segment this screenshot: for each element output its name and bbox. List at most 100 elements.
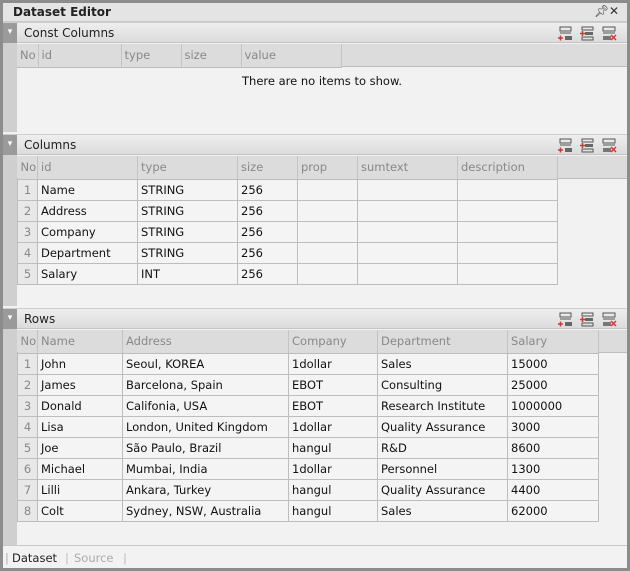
- table-cell[interactable]: 1: [17, 179, 38, 201]
- column-header[interactable]: size: [181, 44, 242, 68]
- table-cell[interactable]: [297, 263, 358, 285]
- table-cell[interactable]: Ankara, Turkey: [122, 479, 289, 501]
- table-cell[interactable]: Barcelona, Spain: [122, 374, 289, 396]
- table-cell[interactable]: [457, 263, 558, 285]
- table-cell[interactable]: 25000: [507, 374, 599, 396]
- table-cell[interactable]: [297, 221, 358, 243]
- table-cell[interactable]: hangul: [288, 479, 378, 501]
- column-header[interactable]: Name: [37, 330, 123, 354]
- table-cell[interactable]: INT: [137, 263, 238, 285]
- table-cell[interactable]: Seoul, KOREA: [122, 353, 289, 375]
- table-cell[interactable]: 8600: [507, 437, 599, 459]
- table-row[interactable]: 5 Joe São Paulo, Brazil hangul R&D 8600: [17, 437, 599, 459]
- table-cell[interactable]: Mumbai, India: [122, 458, 289, 480]
- table-cell[interactable]: Michael: [37, 458, 123, 480]
- insert-row-icon[interactable]: [579, 312, 595, 327]
- table-cell[interactable]: Sales: [377, 500, 508, 522]
- table-cell[interactable]: Company: [37, 221, 138, 243]
- column-header[interactable]: value: [241, 44, 342, 68]
- table-cell[interactable]: 256: [237, 179, 298, 201]
- table-cell[interactable]: 6: [17, 458, 38, 480]
- table-cell[interactable]: Donald: [37, 395, 123, 417]
- table-cell[interactable]: [457, 221, 558, 243]
- table-cell[interactable]: Lisa: [37, 416, 123, 438]
- table-cell[interactable]: Research Institute: [377, 395, 508, 417]
- table-cell[interactable]: 8: [17, 500, 38, 522]
- pin-icon[interactable]: 📌︎: [594, 4, 610, 18]
- table-cell[interactable]: Sydney, NSW, Australia: [122, 500, 289, 522]
- table-row[interactable]: 4 Lisa London, United Kingdom 1dollar Qualit…: [17, 416, 599, 438]
- table-cell[interactable]: 5: [17, 263, 38, 285]
- table-cell[interactable]: Lilli: [37, 479, 123, 501]
- table-cell[interactable]: hangul: [288, 437, 378, 459]
- table-cell[interactable]: 1: [17, 353, 38, 375]
- table-row[interactable]: 3 Company STRING 256: [17, 221, 558, 243]
- table-cell[interactable]: [457, 242, 558, 264]
- column-header[interactable]: Company: [288, 330, 378, 354]
- table-cell[interactable]: 1300: [507, 458, 599, 480]
- add-row-icon[interactable]: [557, 138, 573, 153]
- table-cell[interactable]: 256: [237, 263, 298, 285]
- table-cell[interactable]: [357, 221, 458, 243]
- table-row[interactable]: 8 Colt Sydney, NSW, Australia hangul Sales 62…: [17, 500, 599, 522]
- table-cell[interactable]: [457, 179, 558, 201]
- table-cell[interactable]: [357, 242, 458, 264]
- insert-row-icon[interactable]: [579, 26, 595, 41]
- table-cell[interactable]: 4: [17, 242, 38, 264]
- table-cell[interactable]: 4400: [507, 479, 599, 501]
- table-cell[interactable]: [297, 242, 358, 264]
- table-cell[interactable]: 3000: [507, 416, 599, 438]
- table-row[interactable]: 2 James Barcelona, Spain EBOT Consulting 2500…: [17, 374, 599, 396]
- table-row[interactable]: 1 John Seoul, KOREA 1dollar Sales 15000: [17, 353, 599, 375]
- table-cell[interactable]: Joe: [37, 437, 123, 459]
- table-cell[interactable]: Quality Assurance: [377, 479, 508, 501]
- delete-row-icon[interactable]: [601, 312, 617, 327]
- collapse-icon[interactable]: ▾: [3, 309, 17, 330]
- column-header[interactable]: Address: [122, 330, 289, 354]
- insert-row-icon[interactable]: [579, 138, 595, 153]
- table-cell[interactable]: 2: [17, 200, 38, 222]
- table-row[interactable]: 3 Donald Califonia, USA EBOT Research Instit…: [17, 395, 599, 417]
- table-row[interactable]: 2 Address STRING 256: [17, 200, 558, 222]
- table-cell[interactable]: 256: [237, 242, 298, 264]
- table-cell[interactable]: 256: [237, 200, 298, 222]
- table-cell[interactable]: Salary: [37, 263, 138, 285]
- add-row-icon[interactable]: [557, 312, 573, 327]
- column-header[interactable]: No: [17, 44, 39, 68]
- table-cell[interactable]: 7: [17, 479, 38, 501]
- table-cell[interactable]: Consulting: [377, 374, 508, 396]
- table-cell[interactable]: Name: [37, 179, 138, 201]
- column-header[interactable]: type: [137, 156, 238, 180]
- table-cell[interactable]: STRING: [137, 200, 238, 222]
- delete-row-icon[interactable]: [601, 138, 617, 153]
- column-header[interactable]: Salary: [507, 330, 599, 354]
- column-header[interactable]: prop: [297, 156, 358, 180]
- table-cell[interactable]: John: [37, 353, 123, 375]
- column-header[interactable]: type: [121, 44, 182, 68]
- table-cell[interactable]: Colt: [37, 500, 123, 522]
- table-cell[interactable]: 4: [17, 416, 38, 438]
- column-header[interactable]: No: [17, 156, 38, 180]
- column-header[interactable]: id: [37, 156, 138, 180]
- tab-source[interactable]: Source: [74, 551, 114, 565]
- table-cell[interactable]: Quality Assurance: [377, 416, 508, 438]
- table-cell[interactable]: [357, 263, 458, 285]
- table-row[interactable]: 6 Michael Mumbai, India 1dollar Personnel 130…: [17, 458, 599, 480]
- table-cell[interactable]: hangul: [288, 500, 378, 522]
- table-cell[interactable]: [357, 200, 458, 222]
- table-cell[interactable]: STRING: [137, 221, 238, 243]
- column-header[interactable]: sumtext: [357, 156, 458, 180]
- table-cell[interactable]: 256: [237, 221, 298, 243]
- column-header[interactable]: id: [38, 44, 122, 68]
- add-row-icon[interactable]: [557, 26, 573, 41]
- table-cell[interactable]: EBOT: [288, 395, 378, 417]
- table-row[interactable]: 5 Salary INT 256: [17, 263, 558, 285]
- close-icon[interactable]: ✕: [609, 4, 620, 18]
- table-cell[interactable]: Department: [37, 242, 138, 264]
- table-cell[interactable]: 62000: [507, 500, 599, 522]
- collapse-icon[interactable]: ▾: [3, 23, 17, 44]
- table-cell[interactable]: Personnel: [377, 458, 508, 480]
- table-cell[interactable]: [297, 179, 358, 201]
- table-cell[interactable]: London, United Kingdom: [122, 416, 289, 438]
- tab-dataset[interactable]: Dataset: [12, 551, 58, 565]
